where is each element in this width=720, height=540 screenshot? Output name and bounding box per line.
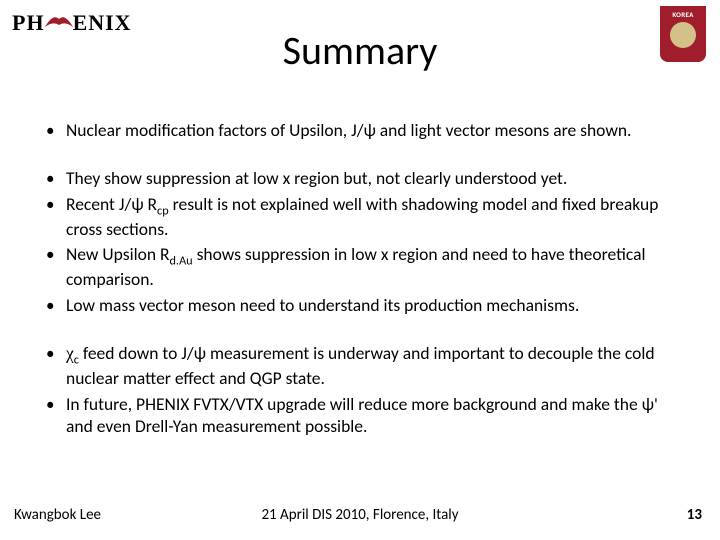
bullet-text: Low mass vector meson need to understand… [66,294,579,316]
korea-logo-text: KOREA [672,10,693,19]
slide: PH ENIX KOREA Summary Nuclear modificati… [0,0,720,540]
bullet-group-2: They show suppression at low x region bu… [38,168,682,317]
bullet-text: Nuclear modification factors of Upsilon,… [66,119,631,141]
bullet-item: χc feed down to J/ψ measurement is under… [38,343,682,390]
bullet-text-pre: Recent J/ψ R [66,193,157,215]
phenix-wing-icon [45,13,73,27]
footer-page-number: 13 [687,506,702,524]
bullet-text-pre: New Upsilon R [66,243,169,265]
slide-content: Nuclear modification factors of Upsilon,… [38,120,682,441]
bullet-item: Nuclear modification factors of Upsilon,… [38,120,682,142]
bullet-item: Low mass vector meson need to understand… [38,295,682,317]
bullet-text: They show suppression at low x region bu… [66,167,567,189]
bullet-text: In future, PHENIX FVTX/VTX upgrade will … [66,393,658,437]
bullet-text-post: feed down to J/ψ measurement is underway… [66,342,655,389]
bullet-item: Recent J/ψ Rcp result is not explained w… [38,194,682,241]
bullet-item: New Upsilon Rd.Au shows suppression in l… [38,244,682,291]
bullet-group-1: Nuclear modification factors of Upsilon,… [38,120,682,142]
bullet-text-sub: cp [157,203,169,218]
bullet-item: In future, PHENIX FVTX/VTX upgrade will … [38,394,682,438]
slide-title: Summary [0,26,720,75]
bullet-text-sub: d.Au [169,254,192,269]
footer-event: 21 April DIS 2010, Florence, Italy [0,506,720,524]
bullet-item: They show suppression at low x region bu… [38,168,682,190]
bullet-group-3: χc feed down to J/ψ measurement is under… [38,343,682,437]
bullet-text-pre: χ [66,343,74,363]
